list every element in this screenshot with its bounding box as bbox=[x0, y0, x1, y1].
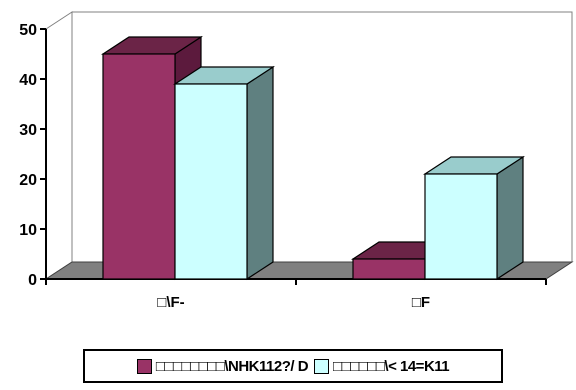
side-wall bbox=[45, 11, 73, 280]
y-tick-label: 30 bbox=[19, 122, 37, 139]
legend-swatch-series-1 bbox=[136, 358, 152, 374]
legend-swatch-series-2 bbox=[314, 358, 330, 374]
bar-front bbox=[424, 173, 498, 280]
legend-label-series-1: □□□□□□□□\NHK112?/ D bbox=[155, 357, 309, 375]
chart-bars bbox=[100, 35, 526, 281]
y-tick-label: 10 bbox=[19, 222, 37, 239]
bar-side bbox=[246, 65, 274, 281]
bar-chart: 0 10 20 30 40 50 □\F- □F bbox=[19, 11, 574, 311]
y-tick-label: 50 bbox=[19, 22, 37, 39]
y-tick-label: 0 bbox=[28, 272, 37, 289]
y-tick-label: 20 bbox=[19, 172, 37, 189]
chart-labels: 0 10 20 30 40 50 □\F- □F bbox=[19, 22, 430, 311]
bar-front bbox=[102, 53, 176, 280]
bar-1-series-2 bbox=[172, 65, 276, 281]
legend-item-series-1: □□□□□□□□\NHK112?/ D bbox=[136, 357, 309, 375]
legend-label-series-2: □□□□□□\< 14=K11 bbox=[333, 357, 450, 375]
x-category-label-1: □\F- bbox=[157, 294, 184, 311]
bar-front bbox=[352, 258, 426, 280]
legend-item-series-2: □□□□□□\< 14=K11 bbox=[314, 357, 450, 375]
x-category-label-2: □F bbox=[412, 294, 430, 311]
y-tick-label: 40 bbox=[19, 72, 37, 89]
bar-side bbox=[496, 155, 524, 281]
legend: □□□□□□□□\NHK112?/ D □□□□□□\< 14=K11 bbox=[83, 349, 503, 383]
bar-front bbox=[174, 83, 248, 280]
bar-2-series-2 bbox=[422, 155, 526, 281]
